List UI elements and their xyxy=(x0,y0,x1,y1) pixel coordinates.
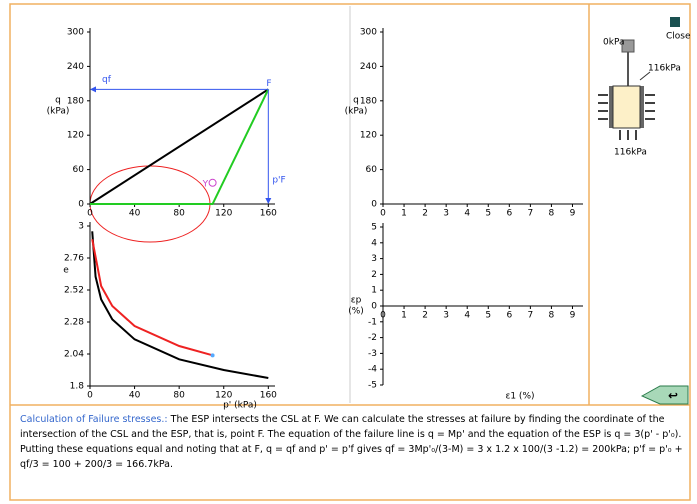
x-tick-label: 120 xyxy=(215,209,232,219)
pf-label: p'F xyxy=(272,176,285,186)
x-tick-label: 2 xyxy=(422,209,428,219)
close-button[interactable]: Close xyxy=(666,32,691,42)
y-axis-unit: (%) xyxy=(348,307,364,317)
x-tick-label: 0 xyxy=(380,311,386,321)
y-tick-label: 2 xyxy=(371,270,377,280)
y-tick-label: 3 xyxy=(78,222,84,232)
y-tick-label: 120 xyxy=(360,131,377,141)
x-tick-label: 3 xyxy=(443,311,449,321)
cell-top-label: 0kPa xyxy=(603,38,624,48)
y-tick-label: 60 xyxy=(73,165,85,175)
x-tick-label: 8 xyxy=(549,209,555,219)
current-point xyxy=(210,353,215,358)
explanation-heading: Calculation of Failure stresses.: xyxy=(20,414,168,425)
current-point xyxy=(208,178,217,187)
y-axis-unit: (kPa) xyxy=(345,107,368,117)
y-tick-label: 1 xyxy=(371,286,377,296)
y-tick-label: 2.28 xyxy=(64,318,84,328)
next-icon: ↩ xyxy=(668,389,678,403)
x-tick-label: 80 xyxy=(173,209,185,219)
x-tick-label: 0 xyxy=(87,209,93,219)
x-tick-label: 3 xyxy=(443,209,449,219)
y-axis-label: q xyxy=(55,96,61,106)
y-tick-label: 240 xyxy=(67,62,84,72)
x-tick-label: 160 xyxy=(260,209,277,219)
y-axis-unit: (kPa) xyxy=(47,107,70,117)
x-tick-label: 1 xyxy=(401,311,407,321)
y-axis-label: εp xyxy=(351,296,362,306)
x-tick-label: 7 xyxy=(528,209,534,219)
y-tick-label: 5 xyxy=(371,223,377,233)
series-line xyxy=(91,239,213,357)
y-tick-label: -1 xyxy=(368,317,377,327)
cell-bottom-label: 116kPa xyxy=(614,148,647,158)
x-axis-label: p' (kPa) xyxy=(223,401,257,411)
x-tick-label: 0 xyxy=(380,209,386,219)
x-axis-label: ε1 (%) xyxy=(505,392,534,402)
y-tick-label: 3 xyxy=(371,254,377,264)
x-tick-label: 40 xyxy=(129,391,141,401)
x-tick-label: 5 xyxy=(485,209,491,219)
x-tick-label: 40 xyxy=(129,209,141,219)
y-tick-label: 300 xyxy=(360,28,377,38)
f-label: F xyxy=(266,79,271,89)
y-tick-label: 0 xyxy=(78,200,84,210)
y-tick-label: 240 xyxy=(360,62,377,72)
close-icon[interactable] xyxy=(670,17,680,27)
x-tick-label: 7 xyxy=(528,311,534,321)
x-tick-label: 160 xyxy=(260,391,277,401)
arrowhead xyxy=(90,86,96,93)
x-tick-label: 80 xyxy=(173,391,185,401)
x-tick-label: 0 xyxy=(87,391,93,401)
next-button[interactable]: ↩ xyxy=(640,385,689,405)
x-tick-label: 9 xyxy=(570,311,576,321)
y-tick-label: -2 xyxy=(368,333,377,343)
y-tick-label: 300 xyxy=(67,28,84,38)
y-tick-label: 2.52 xyxy=(64,286,84,296)
y-axis-label: q xyxy=(353,96,359,106)
x-tick-label: 4 xyxy=(464,209,470,219)
frame xyxy=(9,3,691,501)
arrowhead xyxy=(265,198,272,204)
point-label: Y xyxy=(202,179,209,189)
y-tick-label: -4 xyxy=(368,365,377,375)
y-tick-label: 180 xyxy=(360,96,377,106)
y-tick-label: 60 xyxy=(366,165,378,175)
y-tick-label: 120 xyxy=(67,131,84,141)
explanation: Calculation of Failure stresses.: The ES… xyxy=(20,412,688,472)
y-tick-label: 1.8 xyxy=(70,382,85,392)
x-tick-label: 8 xyxy=(549,311,555,321)
explanation-body: The ESP intersects the CSL at F. We can … xyxy=(20,414,683,470)
x-tick-label: 9 xyxy=(570,209,576,219)
y-tick-label: 2.04 xyxy=(64,350,84,360)
qf-label: qf xyxy=(102,75,112,85)
series-line xyxy=(91,231,269,379)
x-tick-label: 120 xyxy=(215,391,232,401)
x-tick-label: 1 xyxy=(401,209,407,219)
x-tick-label: 6 xyxy=(506,209,512,219)
y-axis-label: e xyxy=(63,266,69,276)
y-tick-label: 2.76 xyxy=(64,254,84,264)
y-tick-label: 180 xyxy=(67,96,84,106)
y-tick-label: 0 xyxy=(371,200,377,210)
x-tick-label: 4 xyxy=(464,311,470,321)
y-tick-label: -3 xyxy=(368,349,377,359)
x-tick-label: 2 xyxy=(422,311,428,321)
y-tick-label: -5 xyxy=(368,381,377,391)
y-tick-label: 4 xyxy=(371,238,377,248)
series-line xyxy=(90,88,270,205)
cell-diagram xyxy=(598,39,655,140)
x-tick-label: 5 xyxy=(485,311,491,321)
y-tick-label: 0 xyxy=(371,302,377,312)
x-tick-label: 6 xyxy=(506,311,512,321)
cell-side-label: 116kPa xyxy=(648,64,681,74)
series-line xyxy=(89,88,269,205)
